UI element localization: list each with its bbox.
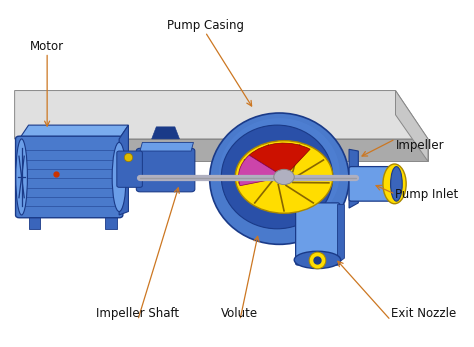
FancyBboxPatch shape bbox=[349, 167, 398, 201]
Polygon shape bbox=[395, 91, 428, 161]
Text: Pump Casing: Pump Casing bbox=[166, 19, 244, 32]
Ellipse shape bbox=[16, 139, 27, 215]
Polygon shape bbox=[15, 139, 428, 161]
Polygon shape bbox=[349, 149, 358, 208]
Polygon shape bbox=[15, 91, 428, 139]
Text: Pump Inlet: Pump Inlet bbox=[395, 188, 459, 201]
FancyBboxPatch shape bbox=[137, 148, 195, 192]
Ellipse shape bbox=[112, 142, 126, 212]
Ellipse shape bbox=[391, 167, 402, 201]
Polygon shape bbox=[289, 125, 314, 139]
FancyBboxPatch shape bbox=[16, 136, 123, 218]
Ellipse shape bbox=[219, 118, 340, 229]
Polygon shape bbox=[337, 205, 345, 263]
Text: Impeller Shaft: Impeller Shaft bbox=[96, 307, 179, 320]
Text: Motor: Motor bbox=[30, 40, 64, 52]
Circle shape bbox=[274, 169, 294, 185]
Polygon shape bbox=[105, 215, 117, 229]
Polygon shape bbox=[28, 215, 40, 229]
FancyBboxPatch shape bbox=[117, 151, 142, 187]
Ellipse shape bbox=[294, 251, 341, 269]
Text: Exit Nozzle: Exit Nozzle bbox=[391, 307, 456, 320]
Polygon shape bbox=[19, 125, 128, 139]
Polygon shape bbox=[119, 125, 128, 215]
Circle shape bbox=[235, 141, 333, 213]
Wedge shape bbox=[238, 155, 284, 186]
FancyBboxPatch shape bbox=[296, 203, 340, 265]
Ellipse shape bbox=[383, 164, 406, 204]
Text: Impeller: Impeller bbox=[395, 139, 444, 152]
Polygon shape bbox=[252, 125, 279, 139]
Text: Volute: Volute bbox=[221, 307, 258, 320]
Polygon shape bbox=[140, 142, 193, 151]
Wedge shape bbox=[249, 143, 310, 177]
Ellipse shape bbox=[210, 113, 349, 244]
Ellipse shape bbox=[221, 125, 333, 229]
Polygon shape bbox=[152, 127, 180, 139]
